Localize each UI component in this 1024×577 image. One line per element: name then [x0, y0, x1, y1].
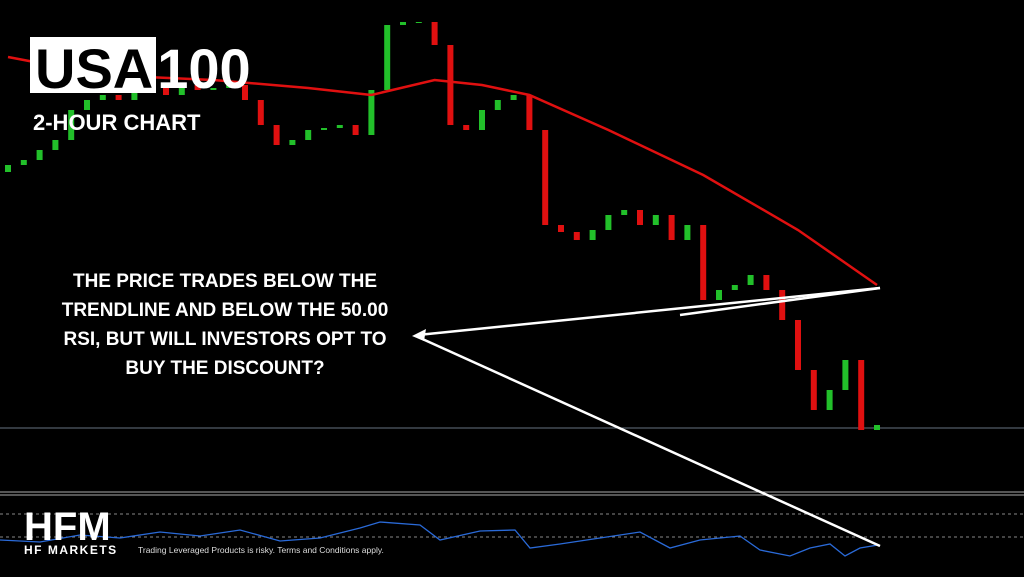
candle	[400, 22, 406, 25]
candle	[479, 110, 485, 130]
annotation-line: BUY THE DISCOUNT?	[125, 358, 324, 379]
candle	[36, 150, 43, 160]
candle	[273, 125, 280, 145]
candle	[858, 360, 865, 430]
annotation-line: THE PRICE TRADES BELOW THE	[73, 271, 377, 292]
plot	[0, 22, 1024, 430]
candle	[336, 125, 343, 128]
candle	[700, 225, 707, 300]
candle	[874, 425, 880, 430]
candle	[463, 125, 470, 130]
candle	[210, 88, 217, 90]
candle	[321, 128, 327, 130]
arrow-head	[412, 329, 426, 341]
candle	[731, 285, 738, 290]
title-part: USA	[35, 37, 153, 100]
arrow	[417, 335, 881, 548]
candle	[542, 130, 549, 225]
candle	[194, 85, 201, 90]
candle	[68, 110, 75, 140]
candle	[368, 90, 375, 135]
candle	[558, 225, 564, 232]
candle	[384, 25, 391, 90]
candle	[431, 22, 438, 45]
candle	[621, 210, 628, 215]
candle	[447, 45, 454, 125]
candle	[826, 390, 833, 410]
candle	[779, 290, 786, 320]
candle	[526, 95, 533, 130]
candle	[115, 95, 122, 100]
candle	[842, 360, 849, 390]
candle	[747, 275, 754, 285]
candle	[510, 95, 517, 100]
candle	[226, 85, 233, 88]
rsi-line	[0, 521, 879, 557]
candle	[716, 290, 722, 300]
annotation-line: TRENDLINE AND BELOW THE 50.00	[62, 300, 389, 321]
candle	[20, 160, 27, 165]
candle	[352, 125, 359, 135]
brand: HF MARKETS	[24, 543, 118, 557]
candle	[5, 165, 11, 172]
logo: HFM	[24, 505, 111, 549]
candle	[589, 230, 596, 240]
title-box	[30, 37, 156, 93]
title: USA100	[35, 37, 251, 100]
candle	[242, 85, 248, 100]
candle	[131, 92, 138, 100]
title-part: 100	[157, 37, 250, 100]
candle	[52, 140, 59, 150]
candle	[494, 100, 501, 110]
candle	[795, 320, 801, 370]
disclaimer: Trading Leveraged Products is risky. Ter…	[138, 545, 384, 555]
candle	[178, 85, 185, 95]
candle	[810, 370, 817, 410]
moving-average	[7, 55, 878, 287]
arrow	[417, 286, 881, 337]
candle	[637, 210, 643, 225]
candle	[415, 22, 422, 23]
candle	[573, 232, 580, 240]
candle	[163, 88, 169, 95]
candle	[99, 95, 106, 100]
candle	[668, 215, 675, 240]
candle	[257, 100, 264, 125]
candle	[305, 130, 312, 140]
subtitle: 2-HOUR CHART	[33, 110, 201, 135]
candle	[652, 215, 659, 225]
candle	[763, 275, 770, 290]
candle	[684, 225, 691, 240]
candle	[289, 140, 296, 145]
candle	[84, 100, 90, 110]
annotation-line: RSI, BUT WILL INVESTORS OPT TO	[63, 329, 386, 350]
candle	[605, 215, 612, 230]
